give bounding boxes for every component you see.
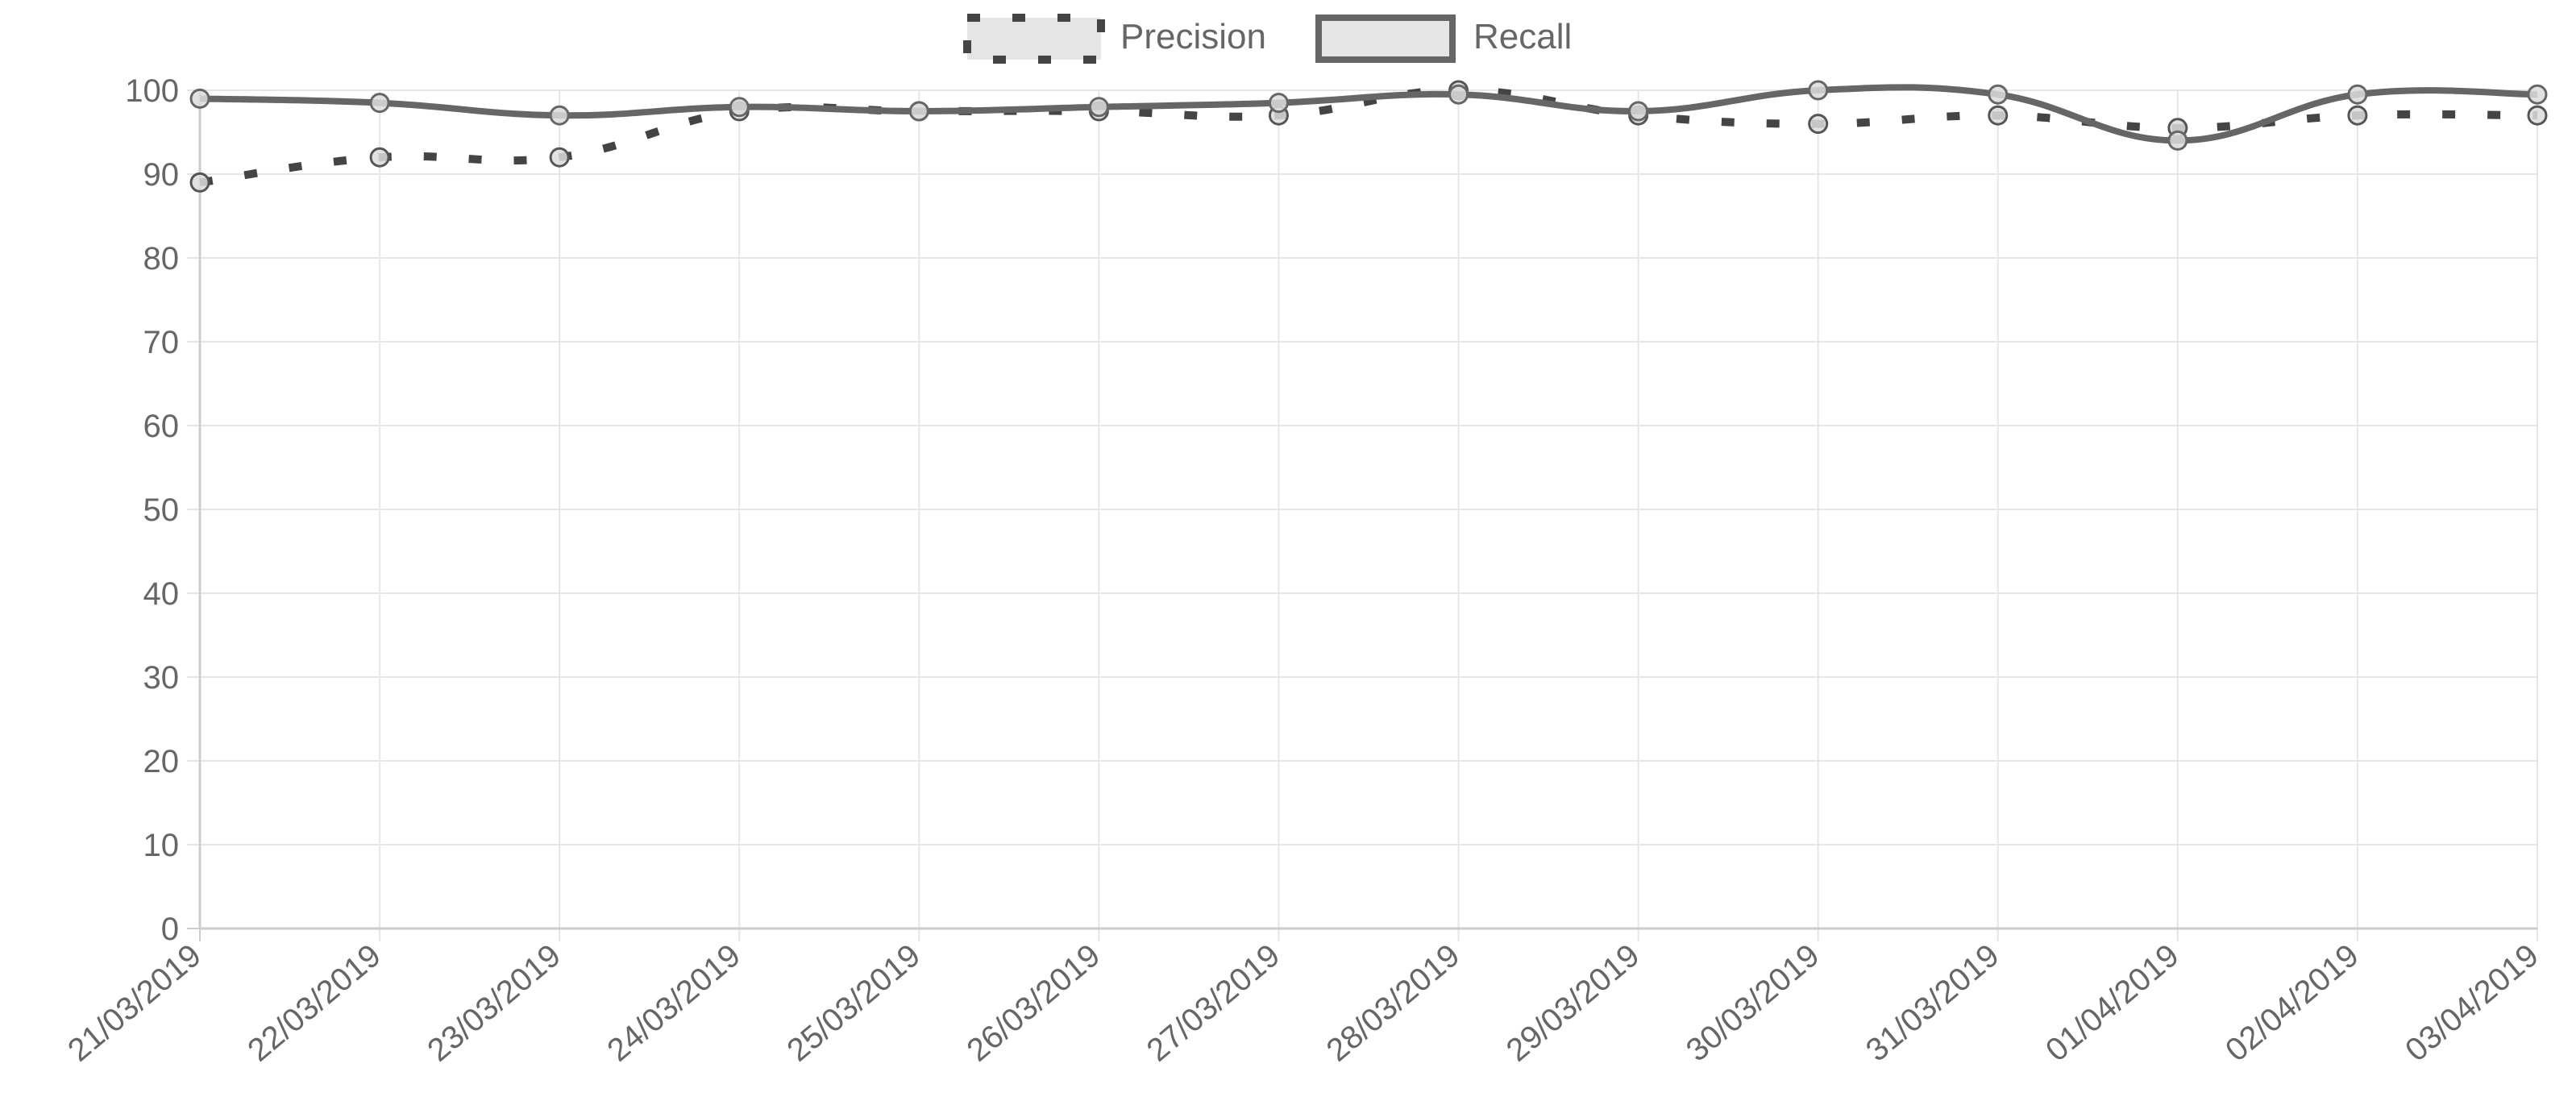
data-point-recall[interactable] (2167, 130, 2188, 151)
x-tick-label: 01/04/2019 (2039, 937, 2186, 1068)
x-tick-label: 29/03/2019 (1500, 937, 1647, 1068)
data-point-recall[interactable] (729, 97, 750, 118)
data-point-recall[interactable] (189, 88, 210, 109)
legend-item-precision[interactable]: Precision (963, 14, 1266, 64)
y-tick-label: 0 (161, 912, 179, 947)
y-tick-label: 90 (143, 157, 180, 193)
data-point-recall[interactable] (2347, 84, 2368, 105)
data-point-recall[interactable] (1988, 84, 2009, 105)
data-point-precision[interactable] (2527, 105, 2548, 126)
x-tick-label: 28/03/2019 (1320, 937, 1467, 1068)
data-point-recall[interactable] (1088, 97, 1109, 118)
y-tick-label: 70 (143, 325, 180, 360)
y-tick-label: 20 (143, 744, 180, 779)
data-point-recall[interactable] (1808, 80, 1829, 101)
data-point-recall[interactable] (1268, 93, 1289, 114)
y-tick-label: 80 (143, 241, 180, 276)
x-tick-label: 03/04/2019 (2399, 937, 2545, 1068)
legend-item-recall[interactable]: Recall (1315, 15, 1572, 63)
x-tick-label: 25/03/2019 (780, 937, 927, 1068)
y-axis-ticks: 0 10 20 30 40 50 60 70 80 90 100 (125, 73, 179, 947)
axes (198, 90, 2537, 930)
legend[interactable]: Precision Recall (963, 14, 1572, 64)
x-tick-label: 22/03/2019 (241, 937, 388, 1068)
y-tick-label: 40 (143, 576, 180, 612)
data-point-recall[interactable] (1628, 101, 1649, 122)
x-tick-label: 24/03/2019 (600, 937, 747, 1068)
x-tick-label: 02/04/2019 (2219, 937, 2366, 1068)
data-point-recall[interactable] (1448, 84, 1469, 105)
data-point-precision[interactable] (1808, 114, 1829, 135)
legend-swatch (1315, 15, 1456, 63)
grid (187, 89, 2538, 941)
data-point-recall[interactable] (908, 101, 929, 122)
series-line-recall (199, 84, 2538, 144)
y-tick-label: 60 (143, 409, 180, 444)
y-tick-label: 10 (143, 828, 180, 863)
x-tick-label: 23/03/2019 (421, 937, 567, 1068)
data-point-precision[interactable] (369, 147, 390, 168)
x-tick-label: 31/03/2019 (1859, 937, 2006, 1068)
x-axis-ticks: 21/03/2019 22/03/2019 23/03/2019 24/03/2019… (61, 937, 2545, 1068)
legend-label: Precision (1120, 17, 1266, 56)
legend-swatch (963, 14, 1105, 64)
x-tick-label: 27/03/2019 (1141, 937, 1287, 1068)
legend-label: Recall (1473, 17, 1572, 56)
series (189, 80, 2548, 193)
data-point-precision[interactable] (189, 172, 210, 193)
x-tick-label: 26/03/2019 (961, 937, 1107, 1068)
data-point-precision[interactable] (2347, 105, 2368, 126)
y-tick-label: 50 (143, 492, 180, 528)
data-point-recall[interactable] (549, 105, 570, 126)
y-tick-label: 100 (125, 73, 179, 109)
x-tick-label: 30/03/2019 (1680, 937, 1826, 1068)
data-point-recall[interactable] (369, 93, 390, 114)
data-point-recall[interactable] (2527, 84, 2548, 105)
y-tick-label: 30 (143, 660, 180, 696)
series-recall (189, 80, 2548, 151)
x-tick-label: 21/03/2019 (61, 937, 208, 1068)
data-point-precision[interactable] (1988, 105, 2009, 126)
data-point-precision[interactable] (549, 147, 570, 168)
